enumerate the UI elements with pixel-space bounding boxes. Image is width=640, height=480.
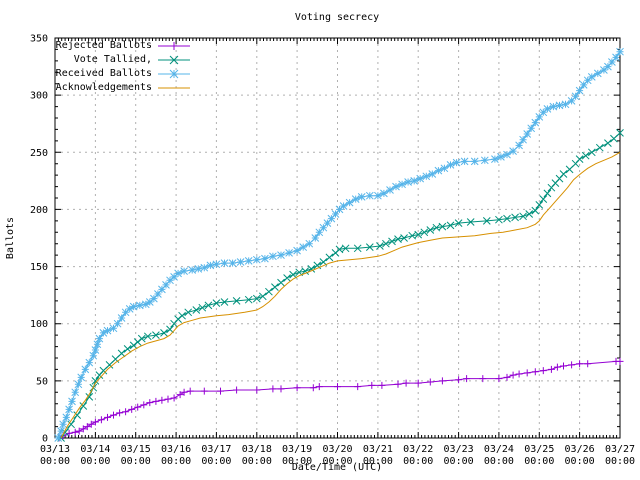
svg-text:00:00: 00:00	[80, 456, 110, 467]
series-acknowledgements	[60, 151, 621, 439]
svg-text:03/21: 03/21	[363, 444, 393, 455]
svg-text:03/15: 03/15	[121, 444, 151, 455]
svg-text:00:00: 00:00	[242, 456, 272, 467]
chart-title: Voting secrecy	[295, 12, 379, 23]
legend-item-rejected-ballots: Rejected Ballots	[55, 39, 192, 53]
svg-text:150: 150	[30, 262, 48, 273]
cross-marker-icon	[158, 55, 190, 65]
svg-text:00:00: 00:00	[363, 456, 393, 467]
line-swatch-icon	[158, 87, 190, 89]
svg-text:03/14: 03/14	[80, 444, 110, 455]
svg-text:03/13: 03/13	[40, 444, 70, 455]
svg-text:200: 200	[30, 205, 48, 216]
legend-item-acknowledgements: Acknowledgements	[55, 81, 192, 95]
svg-text:00:00: 00:00	[403, 456, 433, 467]
svg-text:350: 350	[30, 34, 48, 45]
svg-text:03/27: 03/27	[605, 444, 635, 455]
svg-text:00:00: 00:00	[322, 456, 352, 467]
legend-label: Acknowledgements	[55, 82, 152, 93]
svg-text:50: 50	[36, 376, 48, 387]
svg-text:300: 300	[30, 91, 48, 102]
svg-text:0: 0	[42, 434, 48, 445]
svg-text:03/17: 03/17	[201, 444, 231, 455]
svg-text:03/18: 03/18	[242, 444, 272, 455]
svg-text:03/23: 03/23	[444, 444, 474, 455]
series-vote-tallied	[57, 129, 624, 442]
legend: Rejected Ballots Vote Tallied, Received …	[55, 39, 192, 95]
svg-text:00:00: 00:00	[605, 456, 635, 467]
legend-item-received-ballots: Received Ballots	[55, 67, 192, 81]
svg-text:03/25: 03/25	[524, 444, 554, 455]
plot-area: 03/1300:0003/1400:0003/1500:0003/1600:00…	[30, 34, 635, 468]
legend-label: Received Ballots	[55, 68, 152, 79]
svg-text:00:00: 00:00	[444, 456, 474, 467]
svg-text:100: 100	[30, 319, 48, 330]
series-received-ballots	[54, 47, 624, 442]
svg-text:00:00: 00:00	[524, 456, 554, 467]
svg-text:03/26: 03/26	[565, 444, 595, 455]
asterisk-marker-icon	[158, 69, 190, 79]
y-axis-label: Ballots	[5, 217, 16, 259]
svg-text:03/19: 03/19	[282, 444, 312, 455]
svg-text:00:00: 00:00	[121, 456, 151, 467]
legend-label: Rejected Ballots	[55, 40, 152, 51]
series-rejected-ballots	[55, 357, 624, 442]
x-axis-label: Date/Time (UTC)	[292, 462, 382, 473]
svg-text:00:00: 00:00	[40, 456, 70, 467]
svg-text:250: 250	[30, 148, 48, 159]
svg-text:00:00: 00:00	[201, 456, 231, 467]
svg-text:00:00: 00:00	[484, 456, 514, 467]
svg-text:03/16: 03/16	[161, 444, 191, 455]
svg-text:03/22: 03/22	[403, 444, 433, 455]
svg-text:00:00: 00:00	[161, 456, 191, 467]
svg-text:00:00: 00:00	[565, 456, 595, 467]
svg-text:03/24: 03/24	[484, 444, 514, 455]
svg-text:00:00: 00:00	[282, 456, 312, 467]
legend-item-vote-tallied: Vote Tallied,	[55, 53, 192, 67]
plus-marker-icon	[158, 42, 190, 50]
legend-label: Vote Tallied,	[73, 54, 152, 65]
svg-text:03/20: 03/20	[322, 444, 352, 455]
